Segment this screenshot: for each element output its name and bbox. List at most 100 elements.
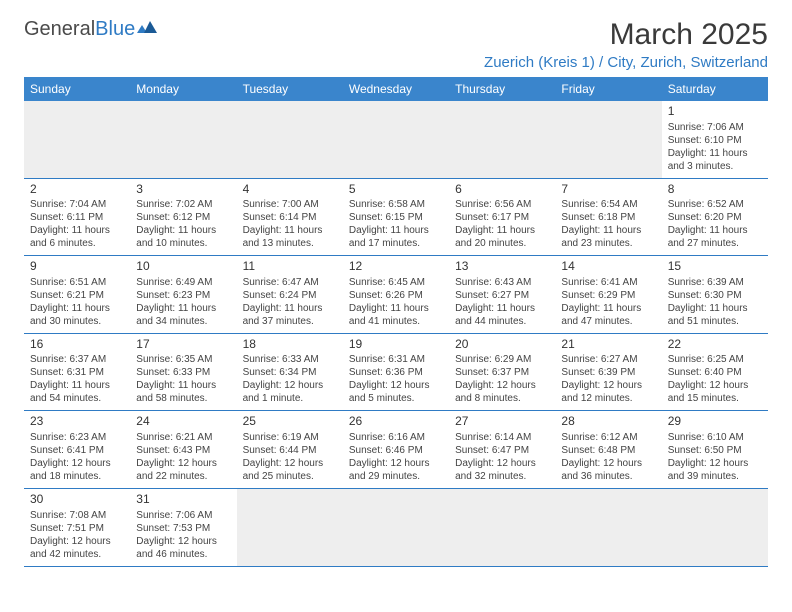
daylight-text: Daylight: 11 hours and 47 minutes. <box>561 302 655 328</box>
calendar-day-cell <box>343 488 449 566</box>
calendar-day-cell: 3Sunrise: 7:02 AMSunset: 6:12 PMDaylight… <box>130 178 236 256</box>
calendar-day-cell <box>449 488 555 566</box>
day-number: 5 <box>349 182 443 198</box>
sunrise-text: Sunrise: 6:12 AM <box>561 431 655 444</box>
calendar-day-cell <box>555 101 661 178</box>
calendar-table: Sunday Monday Tuesday Wednesday Thursday… <box>24 77 768 567</box>
day-number: 14 <box>561 259 655 275</box>
day-number: 23 <box>30 414 124 430</box>
sunset-text: Sunset: 6:41 PM <box>30 444 124 457</box>
calendar-day-cell <box>237 488 343 566</box>
daylight-text: Daylight: 12 hours and 46 minutes. <box>136 535 230 561</box>
calendar-page: GeneralBlue March 2025 Zuerich (Kreis 1)… <box>0 0 792 585</box>
day-number: 29 <box>668 414 762 430</box>
daylight-text: Daylight: 11 hours and 20 minutes. <box>455 224 549 250</box>
sunset-text: Sunset: 6:37 PM <box>455 366 549 379</box>
calendar-day-cell: 1Sunrise: 7:06 AMSunset: 6:10 PMDaylight… <box>662 101 768 178</box>
calendar-day-cell: 22Sunrise: 6:25 AMSunset: 6:40 PMDayligh… <box>662 333 768 411</box>
daylight-text: Daylight: 11 hours and 3 minutes. <box>668 147 762 173</box>
calendar-body: 1Sunrise: 7:06 AMSunset: 6:10 PMDaylight… <box>24 101 768 566</box>
sunset-text: Sunset: 6:36 PM <box>349 366 443 379</box>
daylight-text: Daylight: 12 hours and 39 minutes. <box>668 457 762 483</box>
day-number: 22 <box>668 337 762 353</box>
daylight-text: Daylight: 12 hours and 36 minutes. <box>561 457 655 483</box>
sunrise-text: Sunrise: 6:14 AM <box>455 431 549 444</box>
day-number: 12 <box>349 259 443 275</box>
calendar-day-cell: 11Sunrise: 6:47 AMSunset: 6:24 PMDayligh… <box>237 256 343 334</box>
calendar-day-cell: 23Sunrise: 6:23 AMSunset: 6:41 PMDayligh… <box>24 411 130 489</box>
calendar-day-cell: 16Sunrise: 6:37 AMSunset: 6:31 PMDayligh… <box>24 333 130 411</box>
sunset-text: Sunset: 6:43 PM <box>136 444 230 457</box>
sunrise-text: Sunrise: 6:41 AM <box>561 276 655 289</box>
daylight-text: Daylight: 11 hours and 23 minutes. <box>561 224 655 250</box>
sunrise-text: Sunrise: 6:54 AM <box>561 198 655 211</box>
day-number: 21 <box>561 337 655 353</box>
daylight-text: Daylight: 12 hours and 1 minute. <box>243 379 337 405</box>
day-header: Monday <box>130 77 236 101</box>
sunrise-text: Sunrise: 6:52 AM <box>668 198 762 211</box>
sunset-text: Sunset: 6:27 PM <box>455 289 549 302</box>
sunrise-text: Sunrise: 6:23 AM <box>30 431 124 444</box>
sunset-text: Sunset: 6:24 PM <box>243 289 337 302</box>
sunrise-text: Sunrise: 6:33 AM <box>243 353 337 366</box>
calendar-week-row: 23Sunrise: 6:23 AMSunset: 6:41 PM Dayligh… <box>24 411 768 489</box>
sunrise-text: Sunrise: 6:19 AM <box>243 431 337 444</box>
sunrise-text: Sunrise: 6:10 AM <box>668 431 762 444</box>
daylight-text: Daylight: 12 hours and 32 minutes. <box>455 457 549 483</box>
calendar-day-cell: 31Sunrise: 7:06 AMSunset: 7:53 PMDayligh… <box>130 488 236 566</box>
day-number: 3 <box>136 182 230 198</box>
sunrise-text: Sunrise: 6:31 AM <box>349 353 443 366</box>
sunset-text: Sunset: 6:39 PM <box>561 366 655 379</box>
calendar-day-cell: 24Sunrise: 6:21 AMSunset: 6:43 PMDayligh… <box>130 411 236 489</box>
sunset-text: Sunset: 6:14 PM <box>243 211 337 224</box>
sunrise-text: Sunrise: 6:16 AM <box>349 431 443 444</box>
daylight-text: Daylight: 11 hours and 17 minutes. <box>349 224 443 250</box>
daylight-text: Daylight: 12 hours and 15 minutes. <box>668 379 762 405</box>
calendar-day-cell: 28Sunrise: 6:12 AMSunset: 6:48 PMDayligh… <box>555 411 661 489</box>
day-header: Friday <box>555 77 661 101</box>
logo-text-2: Blue <box>95 18 135 41</box>
daylight-text: Daylight: 11 hours and 30 minutes. <box>30 302 124 328</box>
sunrise-text: Sunrise: 6:43 AM <box>455 276 549 289</box>
daylight-text: Daylight: 12 hours and 42 minutes. <box>30 535 124 561</box>
day-number: 16 <box>30 337 124 353</box>
day-header-row: Sunday Monday Tuesday Wednesday Thursday… <box>24 77 768 101</box>
sunset-text: Sunset: 6:18 PM <box>561 211 655 224</box>
calendar-day-cell: 15Sunrise: 6:39 AMSunset: 6:30 PMDayligh… <box>662 256 768 334</box>
day-number: 24 <box>136 414 230 430</box>
sunset-text: Sunset: 6:47 PM <box>455 444 549 457</box>
calendar-day-cell: 12Sunrise: 6:45 AMSunset: 6:26 PMDayligh… <box>343 256 449 334</box>
calendar-day-cell: 8Sunrise: 6:52 AMSunset: 6:20 PMDaylight… <box>662 178 768 256</box>
sunset-text: Sunset: 6:30 PM <box>668 289 762 302</box>
day-number: 9 <box>30 259 124 275</box>
calendar-day-cell <box>449 101 555 178</box>
sunrise-text: Sunrise: 6:27 AM <box>561 353 655 366</box>
brand-logo: GeneralBlue <box>24 18 157 41</box>
daylight-text: Daylight: 11 hours and 58 minutes. <box>136 379 230 405</box>
day-number: 13 <box>455 259 549 275</box>
sunrise-text: Sunrise: 7:04 AM <box>30 198 124 211</box>
sunset-text: Sunset: 6:40 PM <box>668 366 762 379</box>
day-number: 27 <box>455 414 549 430</box>
calendar-week-row: 2Sunrise: 7:04 AMSunset: 6:11 PMDaylight… <box>24 178 768 256</box>
day-number: 2 <box>30 182 124 198</box>
sunset-text: Sunset: 6:48 PM <box>561 444 655 457</box>
calendar-day-cell: 18Sunrise: 6:33 AMSunset: 6:34 PMDayligh… <box>237 333 343 411</box>
day-number: 28 <box>561 414 655 430</box>
day-header: Saturday <box>662 77 768 101</box>
calendar-day-cell <box>237 101 343 178</box>
daylight-text: Daylight: 12 hours and 25 minutes. <box>243 457 337 483</box>
calendar-week-row: 1Sunrise: 7:06 AMSunset: 6:10 PMDaylight… <box>24 101 768 178</box>
day-number: 26 <box>349 414 443 430</box>
calendar-week-row: 9Sunrise: 6:51 AMSunset: 6:21 PMDaylight… <box>24 256 768 334</box>
sunset-text: Sunset: 6:46 PM <box>349 444 443 457</box>
calendar-week-row: 16Sunrise: 6:37 AMSunset: 6:31 PMDayligh… <box>24 333 768 411</box>
flag-icon <box>137 18 157 41</box>
logo-text-1: General <box>24 18 95 41</box>
sunrise-text: Sunrise: 6:35 AM <box>136 353 230 366</box>
daylight-text: Daylight: 11 hours and 6 minutes. <box>30 224 124 250</box>
sunset-text: Sunset: 6:50 PM <box>668 444 762 457</box>
sunset-text: Sunset: 6:44 PM <box>243 444 337 457</box>
sunrise-text: Sunrise: 7:06 AM <box>668 121 762 134</box>
sunrise-text: Sunrise: 6:29 AM <box>455 353 549 366</box>
